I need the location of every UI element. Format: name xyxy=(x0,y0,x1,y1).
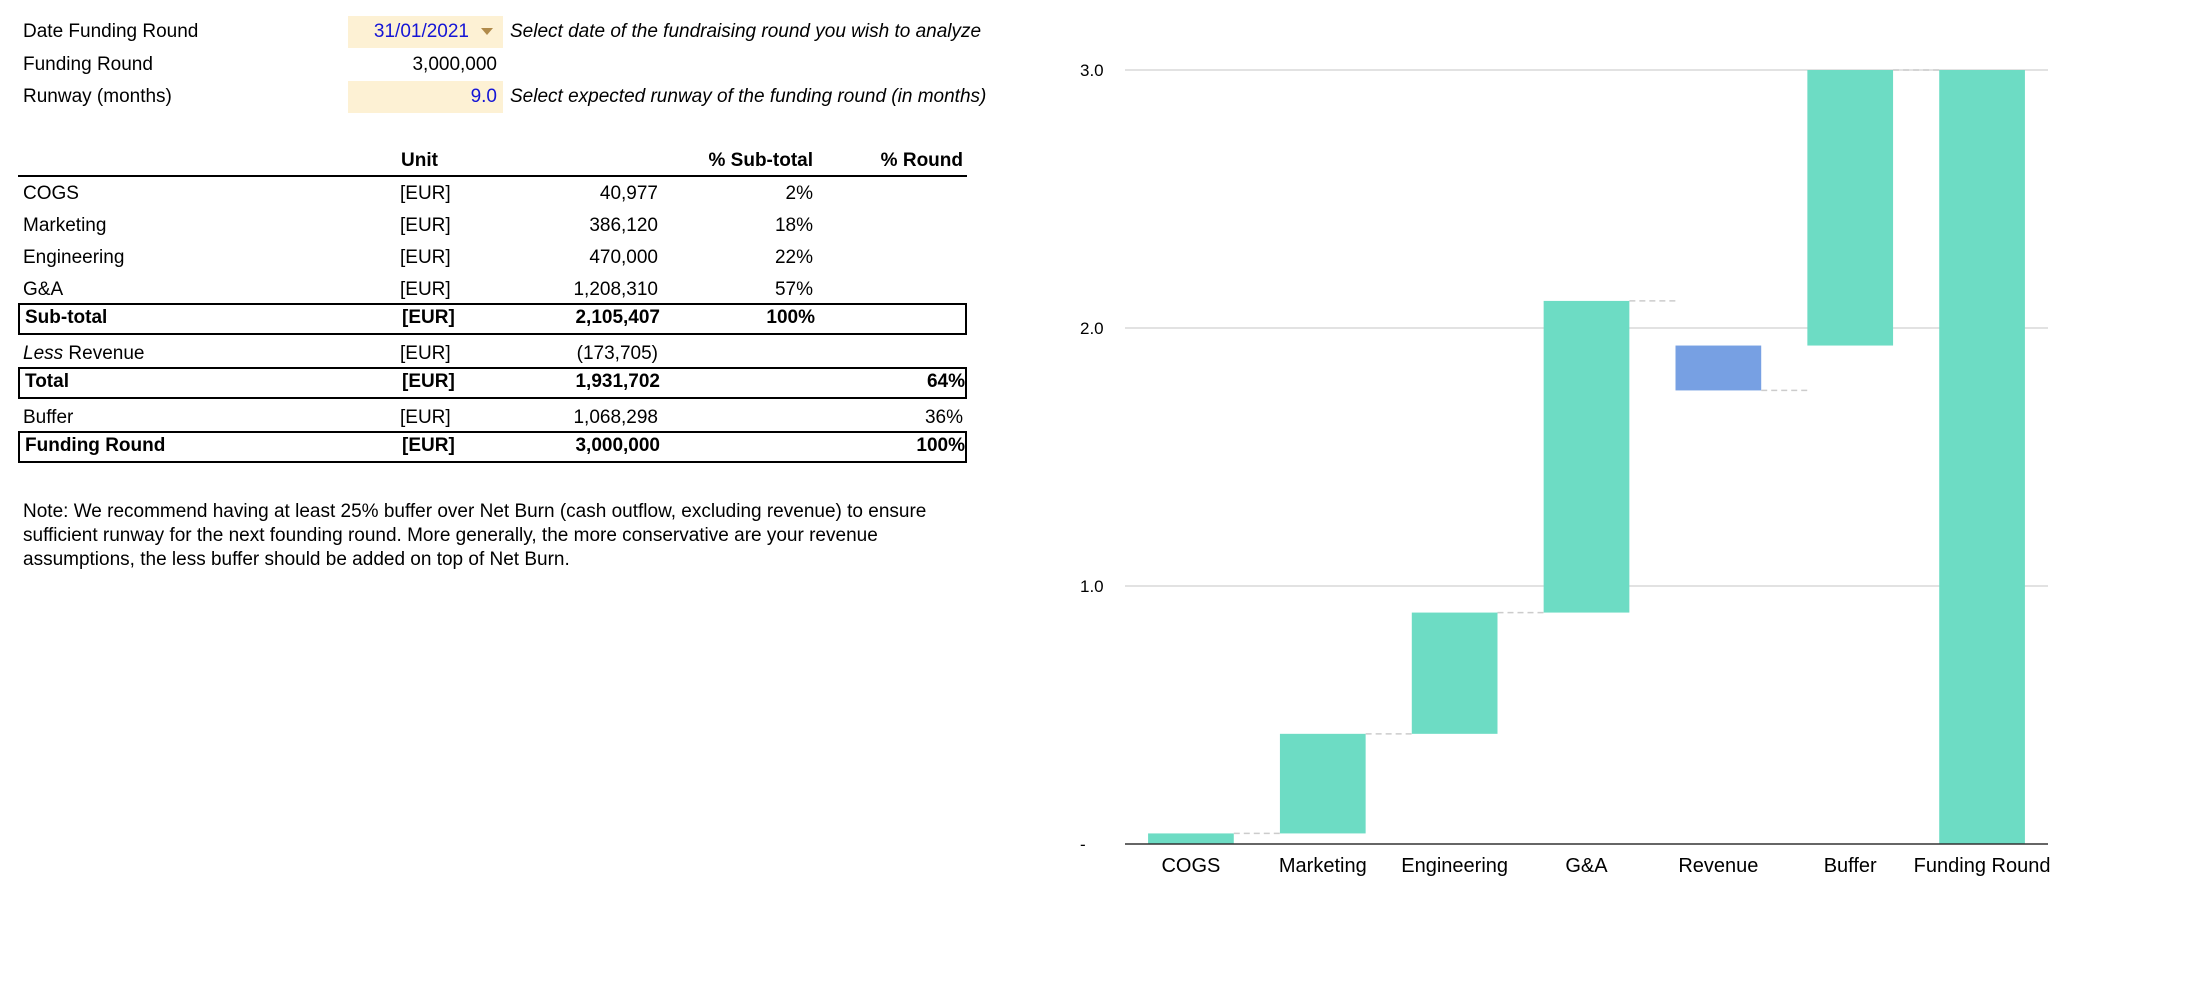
x-tick-label: Funding Round xyxy=(1914,855,2051,877)
row-pct-sub-total: 2% xyxy=(785,183,813,204)
row-label: G&A xyxy=(23,279,64,300)
row-pct-sub-total: 100% xyxy=(766,307,815,328)
bar-engineering xyxy=(1411,612,1498,734)
row-amount: 1,068,298 xyxy=(573,407,658,428)
runway-input[interactable]: 9.0 xyxy=(348,81,503,113)
row-amount: 3,000,000 xyxy=(575,435,660,456)
x-tick-label: Marketing xyxy=(1279,855,1367,877)
runway-label: Runway (months) xyxy=(23,86,172,107)
row-unit: [EUR] xyxy=(400,215,451,236)
row-amount: 386,120 xyxy=(589,215,658,236)
table-row: Engineering [EUR] 470,000 22% xyxy=(18,243,967,275)
runway-row: Runway (months) 9.0 Select expected runw… xyxy=(0,81,1040,113)
x-tick-label: Revenue xyxy=(1678,855,1758,877)
funding-round-label: Funding Round xyxy=(23,54,153,75)
header-round: % Round xyxy=(880,150,963,171)
row-pct-sub-total: 18% xyxy=(774,215,813,236)
bar-funding-round xyxy=(1939,70,2025,844)
row-unit: [EUR] xyxy=(400,279,451,300)
bar-cogs xyxy=(1148,833,1234,844)
waterfall-chart-svg: - 1.0 2.0 3.0 COGS Marketing Engineering G&A Rev… xyxy=(1080,61,2051,877)
bar-revenue xyxy=(1675,345,1762,391)
table-row: COGS [EUR] 40,977 2% xyxy=(18,179,967,211)
row-amount: (173,705) xyxy=(576,343,658,364)
row-label: Buffer xyxy=(23,407,74,428)
less-word: Less xyxy=(23,343,64,364)
date-funding-round-hint: Select date of the fundraising round you… xyxy=(510,21,982,42)
row-pct-sub-total: 57% xyxy=(774,279,813,300)
row-label: Marketing xyxy=(23,215,107,236)
row-amount: 40,977 xyxy=(599,183,658,204)
row-unit: [EUR] xyxy=(402,307,455,328)
row-pct-round: 36% xyxy=(924,407,963,428)
chevron-down-icon[interactable] xyxy=(481,28,493,35)
x-tick-label: COGS xyxy=(1161,855,1220,877)
y-tick-label: - xyxy=(1080,835,1086,854)
row-label: Less Revenue xyxy=(23,339,144,369)
header-divider xyxy=(18,175,967,177)
bar-buffer xyxy=(1807,70,1894,346)
row-label: Engineering xyxy=(23,247,125,268)
date-funding-round-dropdown[interactable]: 31/01/2021 xyxy=(348,16,503,48)
table-row: G&A [EUR] 1,208,310 57% xyxy=(18,275,967,307)
funding-round-total-row: Funding Round [EUR] 3,000,000 100% xyxy=(18,431,967,463)
bar-g-a xyxy=(1543,300,1630,613)
date-funding-round-label: Date Funding Round xyxy=(23,21,199,42)
row-amount: 470,000 xyxy=(589,247,658,268)
waterfall-chart: - 1.0 2.0 3.0 COGS Marketing Engineering G&A Rev… xyxy=(1080,40,2080,900)
row-label: Sub-total xyxy=(25,307,108,328)
funding-round-value: 3,000,000 xyxy=(412,54,497,75)
funding-round-row: Funding Round 3,000,000 xyxy=(0,51,1040,79)
row-unit: [EUR] xyxy=(400,343,451,364)
row-amount: 2,105,407 xyxy=(575,307,660,328)
total-row: Total [EUR] 1,931,702 64% xyxy=(18,367,967,399)
table-row: Marketing [EUR] 386,120 18% xyxy=(18,211,967,243)
buffer-note: Note: We recommend having at least 25% b… xyxy=(23,501,927,570)
bar-marketing xyxy=(1279,733,1366,834)
row-unit: [EUR] xyxy=(402,435,455,456)
date-funding-round-value: 31/01/2021 xyxy=(373,21,469,42)
row-unit: [EUR] xyxy=(400,247,451,268)
header-sub-total: % Sub-total xyxy=(708,150,814,171)
sub-total-row: Sub-total [EUR] 2,105,407 100% xyxy=(18,303,967,335)
revenue-word: Revenue xyxy=(63,343,145,364)
row-label: Funding Round xyxy=(25,435,166,456)
x-tick-label: Buffer xyxy=(1824,855,1877,877)
row-amount: 1,208,310 xyxy=(573,279,658,300)
row-unit: [EUR] xyxy=(402,371,455,392)
row-unit: [EUR] xyxy=(400,407,451,428)
less-revenue-row: Less Revenue [EUR] (173,705) xyxy=(18,339,967,371)
y-tick-label: 2.0 xyxy=(1080,319,1104,338)
row-unit: [EUR] xyxy=(400,183,451,204)
header-unit: Unit xyxy=(401,150,438,171)
row-pct-round: 64% xyxy=(926,371,965,392)
y-tick-label: 1.0 xyxy=(1080,577,1104,596)
row-amount: 1,931,702 xyxy=(575,371,660,392)
row-pct-sub-total: 22% xyxy=(774,247,813,268)
x-tick-label: Engineering xyxy=(1401,855,1508,877)
runway-hint: Select expected runway of the funding ro… xyxy=(510,86,987,107)
x-tick-label: G&A xyxy=(1565,855,1608,877)
y-tick-label: 3.0 xyxy=(1080,61,1104,80)
row-pct-round: 100% xyxy=(916,435,965,456)
date-funding-round-row: Date Funding Round 31/01/2021 Select dat… xyxy=(0,16,1040,48)
row-label: Total xyxy=(25,371,69,392)
buffer-row: Buffer [EUR] 1,068,298 36% xyxy=(18,403,967,435)
row-label: COGS xyxy=(23,183,79,204)
